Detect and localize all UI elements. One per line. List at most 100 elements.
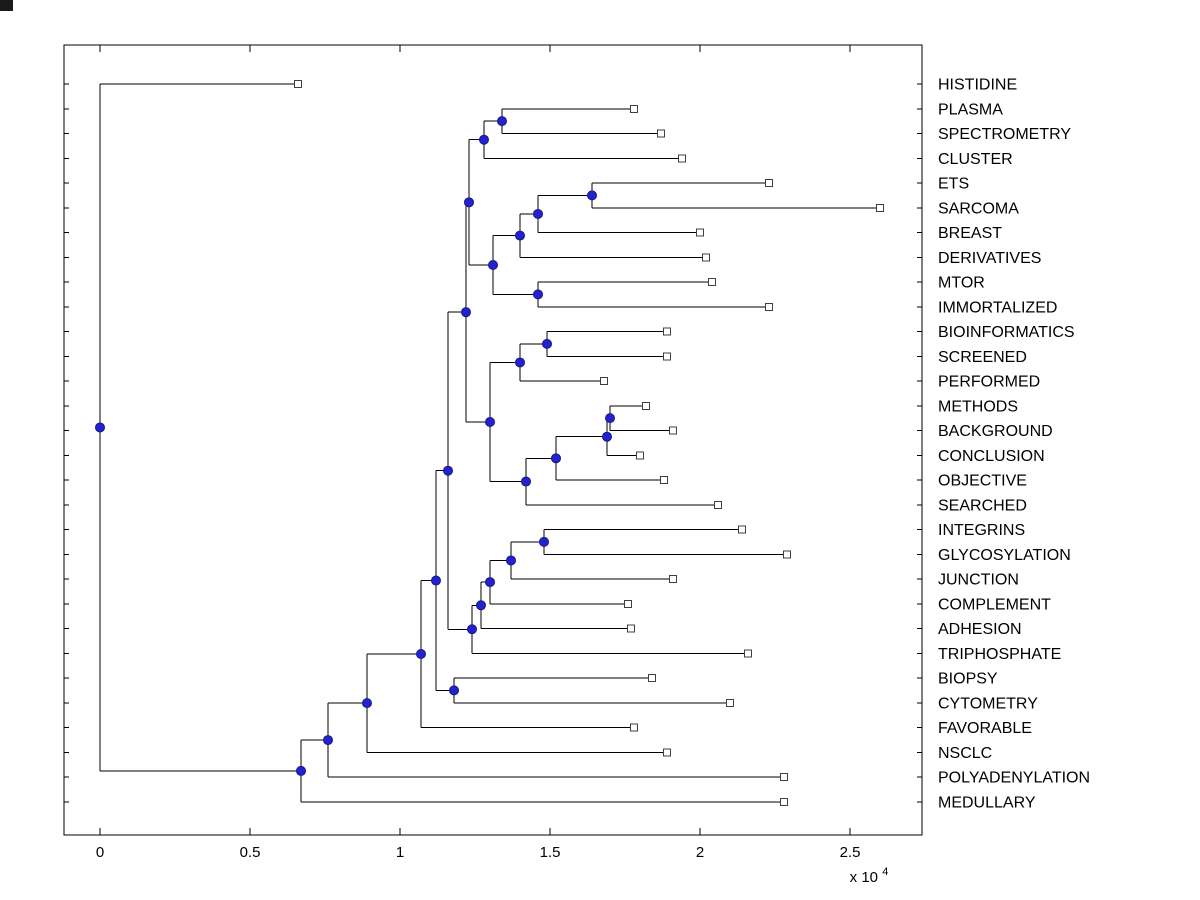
axis-layer: 0 0.5 1 1.5 2 2.5 x 10 4: [63, 44, 923, 886]
leaf-label: ADHESION: [938, 621, 1022, 638]
leaf-label: CLUSTER: [938, 151, 1013, 168]
tree-branches: [99, 83, 880, 803]
leaf-label: FAVORABLE: [938, 720, 1032, 737]
branch-node-marker: [95, 422, 105, 433]
branch-node-marker: [479, 134, 489, 145]
leaf-marker: [663, 352, 671, 361]
branch-node-marker: [605, 413, 615, 424]
branch-node-marker: [443, 465, 453, 476]
branch-node-marker: [515, 230, 525, 241]
x-tick-label: 1.5: [540, 844, 561, 861]
leaf-marker: [663, 327, 671, 336]
branch-node-marker: [542, 338, 552, 349]
branch-node-marker: [539, 536, 549, 547]
leaf-label: ETS: [938, 176, 969, 193]
leaf-label: COMPLEMENT: [938, 596, 1051, 613]
leaf-marker: [876, 203, 884, 212]
leaf-label: SARCOMA: [938, 200, 1019, 217]
leaf-marker: [708, 278, 716, 286]
leaf-label: TRIPHOSPHATE: [938, 646, 1061, 663]
branch-node-marker: [431, 575, 441, 586]
leaf-label: HISTIDINE: [938, 77, 1017, 94]
leaf-marker: [726, 698, 734, 707]
leaf-label: IMMORTALIZED: [938, 299, 1057, 316]
leaf-label: BIOINFORMATICS: [938, 324, 1075, 341]
branch-node-marker: [464, 197, 474, 208]
leaf-marker: [702, 253, 710, 262]
branch-node-marker: [485, 416, 495, 427]
leaf-label: METHODS: [938, 398, 1018, 415]
leaf-marker: [669, 575, 677, 583]
corner-artifact: [0, 0, 13, 11]
leaf-marker: [678, 154, 686, 163]
leaf-label: PERFORMED: [938, 374, 1040, 391]
leaf-label: MTOR: [938, 275, 985, 292]
branch-node-marker: [461, 307, 471, 318]
leaf-label: BACKGROUND: [938, 423, 1053, 440]
leaf-marker: [630, 104, 638, 113]
leaf-label: BREAST: [938, 225, 1002, 242]
leaf-label: JUNCTION: [938, 572, 1019, 589]
leaf-marker: [624, 599, 632, 608]
x-tick-label: 0: [96, 844, 104, 861]
branch-node-marker: [533, 208, 543, 219]
leaf-marker: [627, 624, 635, 633]
axis-box: [63, 44, 923, 836]
branch-node-marker: [506, 555, 516, 566]
leaf-labels: HISTIDINE PLASMA SPECTROMETRY CLUSTER ETS SAR…: [938, 77, 1090, 812]
leaf-label: MEDULLARY: [938, 794, 1036, 811]
branch-node-marker: [296, 765, 306, 776]
leaf-marker: [780, 797, 788, 806]
leaf-label: PLASMA: [938, 101, 1003, 118]
branch-node-marker: [515, 357, 525, 368]
tree-markers: [95, 80, 884, 806]
leaf-marker: [648, 674, 656, 682]
leaf-marker: [630, 723, 638, 732]
branch-node-marker: [551, 453, 561, 464]
branch-node-marker: [467, 624, 477, 635]
x-tick-label: 2.5: [840, 844, 861, 861]
leaf-marker: [765, 179, 773, 187]
leaf-marker: [294, 80, 302, 88]
leaf-marker: [744, 649, 752, 658]
branch-node-marker: [485, 577, 495, 588]
leaf-marker: [600, 377, 608, 385]
branch-node-marker: [533, 289, 543, 300]
leaf-marker: [657, 129, 665, 138]
leaf-label: CYTOMETRY: [938, 695, 1038, 712]
x-tick-label: 2: [696, 844, 704, 861]
leaf-label: CONCLUSION: [938, 448, 1045, 465]
leaf-label: BIOPSY: [938, 671, 998, 688]
leaf-label: SCREENED: [938, 349, 1027, 366]
branch-node-marker: [362, 698, 372, 709]
branch-node-marker: [587, 190, 597, 201]
leaf-label: SEARCHED: [938, 497, 1027, 514]
leaf-marker: [636, 451, 644, 460]
branch-node-marker: [521, 476, 531, 487]
leaf-label: INTEGRINS: [938, 522, 1025, 539]
leaf-marker: [738, 525, 746, 534]
leaf-marker: [780, 773, 788, 781]
branch-node-marker: [602, 431, 612, 442]
leaf-marker: [783, 550, 791, 559]
leaf-marker: [660, 476, 668, 484]
branch-node-marker: [323, 735, 333, 746]
leaf-marker: [663, 748, 671, 757]
leaf-label: DERIVATIVES: [938, 250, 1041, 267]
x-tick-label: 1: [396, 844, 404, 861]
branch-node-marker: [488, 259, 498, 270]
leaf-marker: [714, 500, 722, 509]
leaf-marker: [765, 302, 773, 311]
leaf-label: NSCLC: [938, 745, 992, 762]
leaf-marker: [642, 401, 650, 410]
branch-node-marker: [497, 116, 507, 127]
leaf-label: OBJECTIVE: [938, 473, 1027, 490]
x-axis-exponent-label: x 10 4: [850, 866, 889, 886]
branch-node-marker: [476, 600, 486, 611]
branch-node-marker: [416, 649, 426, 660]
leaf-label: SPECTROMETRY: [938, 126, 1071, 143]
leaf-marker: [669, 426, 677, 435]
leaf-label: POLYADENYLATION: [938, 770, 1090, 787]
